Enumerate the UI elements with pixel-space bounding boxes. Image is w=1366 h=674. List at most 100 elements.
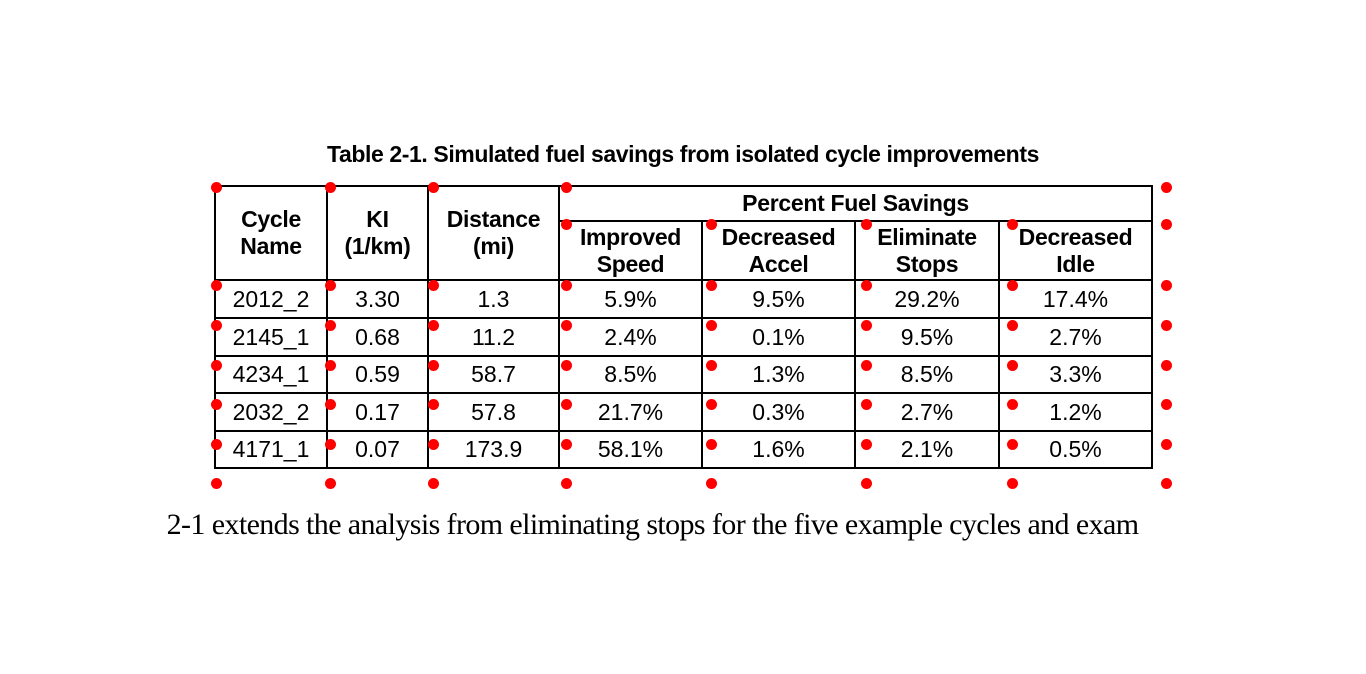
grid-dot (860, 279, 872, 291)
grid-dot (1160, 319, 1172, 331)
grid-dot (210, 477, 222, 489)
data-cell: 0.3% (701, 392, 856, 432)
data-cell: 9.5% (701, 279, 856, 319)
grid-dot (1160, 181, 1172, 193)
grid-dot (427, 438, 439, 450)
grid-dot (560, 279, 572, 291)
grid-dot (324, 477, 336, 489)
grid-dot (705, 438, 717, 450)
data-cell: 5.9% (558, 279, 703, 319)
table-row: 2145_1 0.68 11.2 2.4% 0.1% 9.5% 2.7% (214, 317, 1153, 357)
data-cell: 1.3% (701, 355, 856, 394)
data-cell: 3.30 (326, 279, 429, 319)
grid-dot (860, 319, 872, 331)
grid-dot (860, 438, 872, 450)
grid-dot (1160, 359, 1172, 371)
data-cell: 0.07 (326, 430, 429, 469)
grid-dot (1006, 279, 1018, 291)
grid-dot (860, 398, 872, 410)
data-cell: 173.9 (427, 430, 560, 469)
grid-dot (1006, 359, 1018, 371)
data-cell: 2.4% (558, 317, 703, 357)
header-cell-eliminate-stops: Eliminate Stops (854, 220, 1000, 281)
grid-dot (705, 218, 717, 230)
grid-dot (427, 359, 439, 371)
grid-dot (427, 398, 439, 410)
body-text-line: e 2-1 extends the analysis from eliminat… (161, 508, 1277, 542)
data-cell: 8.5% (854, 355, 1000, 394)
grid-dot (1006, 398, 1018, 410)
grid-dot (427, 477, 439, 489)
grid-dot (210, 438, 222, 450)
grid-dot (210, 181, 222, 193)
grid-dot (560, 218, 572, 230)
grid-dot (324, 319, 336, 331)
grid-dot (705, 279, 717, 291)
grid-dot (324, 438, 336, 450)
grid-dot (705, 477, 717, 489)
grid-dot (324, 398, 336, 410)
header-cell-decreased-accel: Decreased Accel (701, 220, 856, 281)
data-cell: 2012_2 (214, 279, 328, 319)
grid-dot (1160, 218, 1172, 230)
grid-dot (860, 477, 872, 489)
data-cell: 1.2% (998, 392, 1153, 432)
data-cell: 4234_1 (214, 355, 328, 394)
grid-dot (324, 359, 336, 371)
header-cell-ki: KI (1/km) (326, 185, 429, 281)
body-text-content: 2-1 extends the analysis from eliminatin… (166, 508, 1139, 541)
grid-dot (1006, 319, 1018, 331)
grid-dot (427, 181, 439, 193)
sub-header-row: Improved Speed Decreased Accel Eliminate… (215, 220, 1153, 281)
group-header-row: Cycle Name KI (1/km) Distance (mi) Perce… (214, 185, 1153, 281)
data-cell: 1.6% (701, 430, 856, 469)
grid-dot (210, 359, 222, 371)
grid-dot (210, 319, 222, 331)
data-cell: 3.3% (998, 355, 1153, 394)
header-cell-improved-speed: Improved Speed (558, 220, 703, 281)
table-caption: Table 2-1. Simulated fuel savings from i… (327, 141, 1039, 167)
grid-dot (324, 279, 336, 291)
header-cell-cycle-name: Cycle Name (214, 185, 328, 281)
data-cell: 57.8 (427, 392, 560, 432)
data-cell: 0.1% (701, 317, 856, 357)
grid-dot (560, 359, 572, 371)
data-cell: 2.7% (854, 392, 1000, 432)
grid-dot (560, 438, 572, 450)
grid-dot (705, 359, 717, 371)
data-cell: 2.7% (998, 317, 1153, 357)
grid-dot (560, 319, 572, 331)
grid-dot (427, 319, 439, 331)
grid-dot (210, 279, 222, 291)
data-cell: 8.5% (558, 355, 703, 394)
data-cell: 2145_1 (214, 317, 328, 357)
data-cell: 0.17 (326, 392, 429, 432)
grid-dot (1160, 398, 1172, 410)
data-cell: 0.68 (326, 317, 429, 357)
data-cell: 58.1% (558, 430, 703, 469)
table-row: 2012_2 3.30 1.3 5.9% 9.5% 29.2% 17.4% (214, 279, 1153, 319)
grid-dot (705, 319, 717, 331)
data-cell: 9.5% (854, 317, 1000, 357)
header-cell-decreased-idle: Decreased Idle (998, 220, 1153, 281)
grid-dot (1160, 477, 1172, 489)
data-cell: 2032_2 (214, 392, 328, 432)
grid-dot (560, 398, 572, 410)
grid-dot (860, 218, 872, 230)
grid-dot (427, 279, 439, 291)
grid-dot (210, 398, 222, 410)
grid-dot (324, 181, 336, 193)
data-cell: 17.4% (998, 279, 1153, 319)
grid-dot (1006, 477, 1018, 489)
data-cell: 29.2% (854, 279, 1000, 319)
data-cell: 4171_1 (214, 430, 328, 469)
table-row: 2032_2 0.17 57.8 21.7% 0.3% 2.7% 1.2% (214, 392, 1153, 432)
grid-dot (1006, 438, 1018, 450)
data-cell: 2.1% (854, 430, 1000, 469)
table-row: 4234_1 0.59 58.7 8.5% 1.3% 8.5% 3.3% (214, 355, 1153, 394)
header-cell-percent-fuel-savings: Percent Fuel Savings (558, 185, 1153, 222)
fuel-savings-table: Cycle Name KI (1/km) Distance (mi) Perce… (214, 185, 1153, 469)
body-text: e 2-1 extends the analysis from eliminat… (161, 508, 1291, 554)
grid-dot (1006, 218, 1018, 230)
